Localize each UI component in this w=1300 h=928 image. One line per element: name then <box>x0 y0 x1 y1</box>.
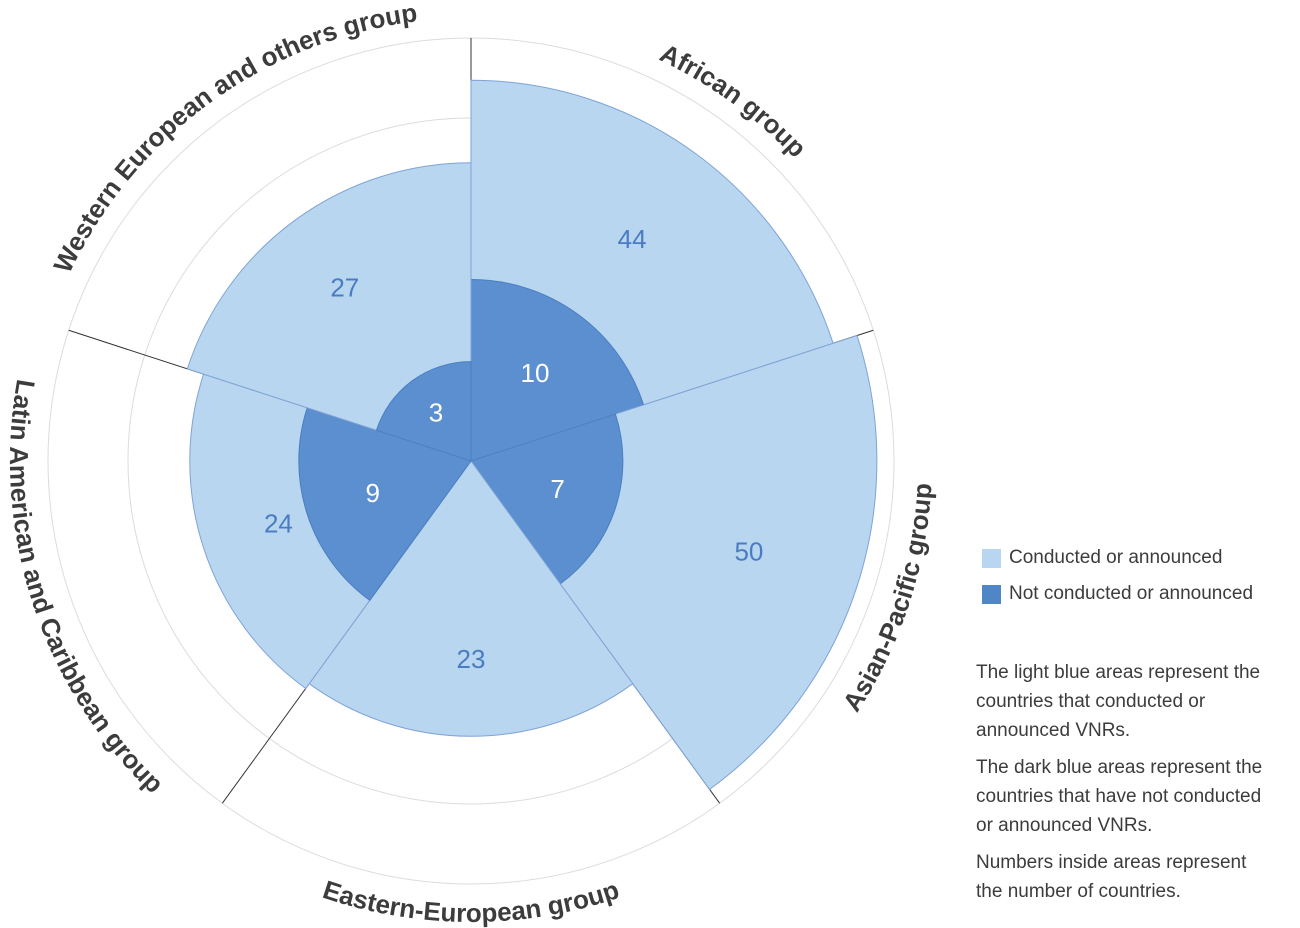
chart-sectors <box>186 79 878 791</box>
note-light-blue: The light blue areas represent the count… <box>976 662 1261 741</box>
legend-item-conducted: Conducted or announced <box>982 540 1253 576</box>
legend-swatch-not-conducted <box>982 584 1001 604</box>
legend-label-conducted: Conducted or announced <box>1009 547 1223 568</box>
legend: Conducted or announced Not conducted or … <box>982 540 1253 612</box>
value-label-not-conducted-latin-american-and-caribbean-group: 9 <box>366 478 380 508</box>
legend-swatch-conducted <box>982 548 1001 568</box>
category-label-eastern-european-group: Eastern-European group <box>319 874 622 928</box>
chart-notes: The light blue areas represent the count… <box>976 658 1296 914</box>
value-label-conducted-asian-pacific-group: 50 <box>734 536 763 566</box>
sector-conducted-western-european-and-others-group <box>186 162 472 462</box>
sector-not-conducted-latin-american-and-caribbean-group <box>298 407 472 602</box>
sector-not-conducted-western-european-and-others-group <box>375 361 472 462</box>
note-numbers: Numbers inside areas represent the numbe… <box>976 852 1247 902</box>
category-label-latin-american-and-caribbean-group: Latin American and Caribbean group <box>4 377 170 798</box>
value-label-conducted-eastern-european-group: 23 <box>457 644 486 674</box>
legend-item-not-conducted: Not conducted or announced <box>982 576 1253 612</box>
sector-not-conducted-asian-pacific-group <box>470 413 624 585</box>
value-label-not-conducted-african-group: 10 <box>521 358 550 388</box>
legend-label-not-conducted: Not conducted or announced <box>1009 583 1254 604</box>
value-label-not-conducted-asian-pacific-group: 7 <box>550 474 564 504</box>
note-dark-blue: The dark blue areas represent the countr… <box>976 757 1263 836</box>
sector-conducted-eastern-european-group <box>308 460 634 737</box>
chart-value-labels: 44 10 50 7 23 24 9 27 3 <box>264 224 763 674</box>
value-label-conducted-western-european-and-others-group: 27 <box>330 272 359 302</box>
value-label-conducted-latin-american-and-caribbean-group: 24 <box>264 509 293 539</box>
sector-not-conducted-african-group <box>470 278 645 462</box>
value-label-not-conducted-western-european-and-others-group: 3 <box>429 398 443 428</box>
value-label-conducted-african-group: 44 <box>618 224 647 254</box>
